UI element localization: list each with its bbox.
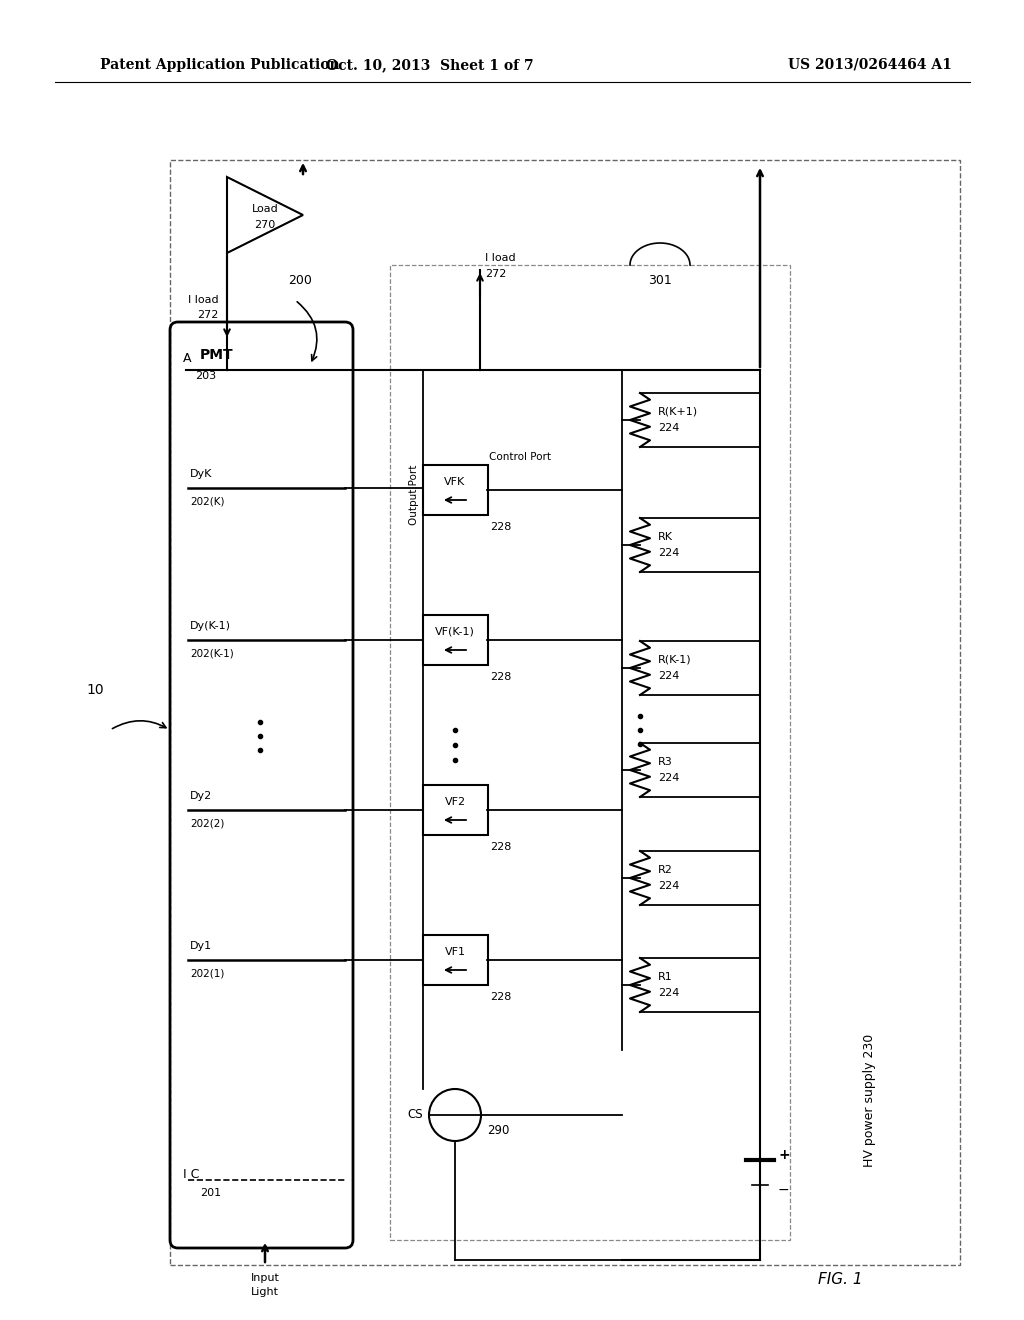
Bar [170, 160, 961, 1265]
Text: Control Port: Control Port [489, 451, 551, 462]
Text: Dy2: Dy2 [190, 791, 212, 801]
Text: VF1: VF1 [444, 946, 466, 957]
Text: R(K-1): R(K-1) [658, 655, 691, 665]
Text: 228: 228 [490, 521, 511, 532]
Text: 224: 224 [658, 987, 679, 998]
Text: Output Port: Output Port [409, 465, 419, 525]
Bar [423, 465, 488, 515]
Text: +: + [778, 1148, 790, 1162]
Text: R(K+1): R(K+1) [658, 407, 698, 417]
Text: 202(1): 202(1) [190, 969, 224, 979]
Text: 224: 224 [658, 422, 679, 433]
Bar [423, 615, 488, 665]
Text: 202(K): 202(K) [190, 498, 224, 507]
Text: PMT: PMT [200, 348, 233, 362]
Text: 201: 201 [200, 1188, 221, 1199]
Text: R1: R1 [658, 972, 673, 982]
Text: 228: 228 [490, 672, 511, 682]
Text: Light: Light [251, 1287, 279, 1298]
Text: 200: 200 [288, 273, 312, 286]
Text: DyK: DyK [190, 469, 212, 479]
Text: 270: 270 [254, 220, 275, 230]
Text: 224: 224 [658, 774, 679, 783]
Text: 301: 301 [648, 273, 672, 286]
Text: HV power supply 230: HV power supply 230 [863, 1034, 877, 1167]
Text: Dy(K-1): Dy(K-1) [190, 620, 231, 631]
Text: Dy1: Dy1 [190, 941, 212, 950]
Text: A: A [183, 351, 191, 364]
Text: Oct. 10, 2013  Sheet 1 of 7: Oct. 10, 2013 Sheet 1 of 7 [327, 58, 534, 73]
Text: 203: 203 [195, 371, 216, 381]
Text: I load: I load [485, 253, 516, 263]
Text: 224: 224 [658, 880, 679, 891]
Text: 290: 290 [487, 1123, 509, 1137]
Text: 228: 228 [490, 842, 511, 851]
Text: 202(2): 202(2) [190, 818, 224, 829]
Text: FIG. 1: FIG. 1 [818, 1272, 862, 1287]
Text: Load: Load [252, 205, 279, 214]
Text: Input: Input [251, 1272, 280, 1283]
Text: 272: 272 [485, 269, 507, 279]
Text: 272: 272 [198, 310, 219, 319]
Text: VF(K-1): VF(K-1) [435, 627, 475, 638]
Text: I C: I C [183, 1168, 200, 1181]
Bar [390, 265, 790, 1239]
Text: VFK: VFK [444, 477, 466, 487]
Text: −: − [778, 1183, 790, 1197]
Text: I load: I load [188, 294, 219, 305]
Text: Patent Application Publication: Patent Application Publication [100, 58, 340, 73]
Bar [423, 785, 488, 836]
Text: RK: RK [658, 532, 673, 543]
Text: R3: R3 [658, 756, 673, 767]
Text: 224: 224 [658, 671, 679, 681]
Text: CS: CS [408, 1109, 423, 1122]
Text: 228: 228 [490, 993, 511, 1002]
Bar [423, 935, 488, 985]
Text: 224: 224 [658, 548, 679, 558]
Text: 10: 10 [86, 682, 103, 697]
Text: VF2: VF2 [444, 797, 466, 807]
Text: R2: R2 [658, 865, 673, 875]
Text: US 2013/0264464 A1: US 2013/0264464 A1 [788, 58, 952, 73]
Text: 202(K-1): 202(K-1) [190, 649, 233, 659]
